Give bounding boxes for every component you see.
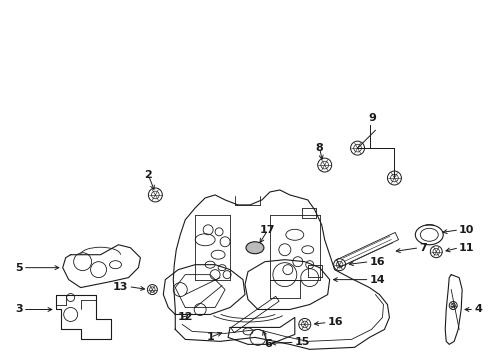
Text: 2: 2 — [145, 170, 152, 180]
Text: 16: 16 — [328, 318, 343, 328]
Text: 10: 10 — [459, 225, 474, 235]
Text: 6: 6 — [264, 339, 272, 349]
Text: 15: 15 — [295, 337, 310, 347]
Text: 5: 5 — [15, 263, 23, 273]
Text: 3: 3 — [15, 305, 23, 315]
Text: 11: 11 — [459, 243, 475, 253]
Text: 16: 16 — [369, 257, 385, 267]
Text: 8: 8 — [316, 143, 323, 153]
Text: 1: 1 — [206, 332, 214, 342]
Text: 12: 12 — [177, 312, 193, 323]
Text: 13: 13 — [113, 282, 128, 292]
Text: 9: 9 — [368, 113, 376, 123]
Text: 7: 7 — [419, 243, 427, 253]
Text: 17: 17 — [260, 225, 276, 235]
Ellipse shape — [246, 242, 264, 254]
Text: 14: 14 — [369, 275, 385, 285]
Text: 4: 4 — [474, 305, 482, 315]
